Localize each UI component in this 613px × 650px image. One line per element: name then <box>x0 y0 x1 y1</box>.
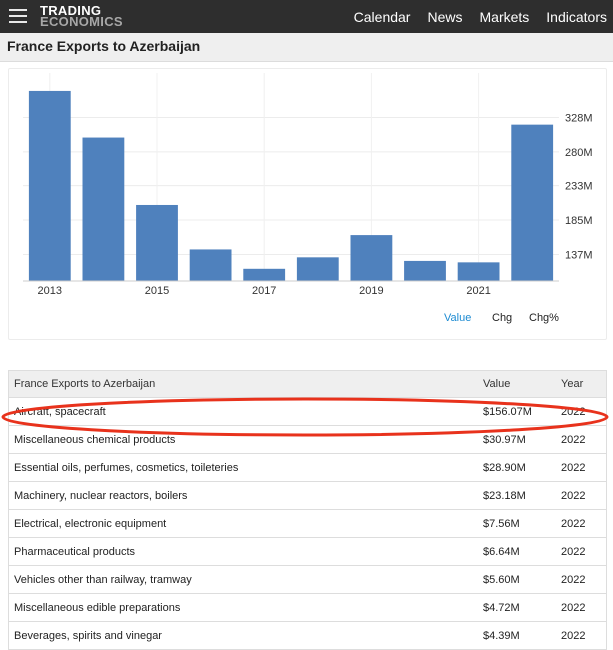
bar-2016 <box>189 249 232 281</box>
x-tick-label: 2013 <box>38 285 62 297</box>
y-tick-label: 137M <box>565 249 593 261</box>
x-tick-label: 2019 <box>359 285 383 297</box>
column-header-value[interactable]: Value <box>483 371 561 398</box>
table-row[interactable]: Pharmaceutical products $6.64M 2022 <box>9 537 606 566</box>
x-tick-label: 2021 <box>466 285 490 297</box>
table-row[interactable]: Vehicles other than railway, tramway $5.… <box>9 565 606 594</box>
bar-2017 <box>243 268 286 281</box>
column-header-category[interactable]: France Exports to Azerbaijan <box>9 371 483 398</box>
row-year: 2022 <box>561 565 606 594</box>
site-logo[interactable]: TRADING ECONOMICS <box>40 3 123 29</box>
table-row[interactable]: Beverages, spirits and vinegar $4.39M 20… <box>9 621 606 650</box>
table-row[interactable]: Miscellaneous edible preparations $4.72M… <box>9 593 606 622</box>
row-year: 2022 <box>561 397 606 426</box>
row-year: 2022 <box>561 593 606 622</box>
row-category[interactable]: Miscellaneous chemical products <box>9 425 483 454</box>
tab-chg-percent[interactable]: Chg% <box>529 312 559 324</box>
table-row[interactable]: Miscellaneous chemical products $30.97M … <box>9 425 606 454</box>
y-tick-label: 280M <box>565 147 593 159</box>
row-value: $23.18M <box>483 481 561 510</box>
exports-table: France Exports to Azerbaijan Value Year … <box>9 371 606 650</box>
row-category[interactable]: Pharmaceutical products <box>9 537 483 566</box>
row-value: $7.56M <box>483 509 561 538</box>
row-category[interactable]: Electrical, electronic equipment <box>9 509 483 538</box>
chart-view-tabs: Value Chg Chg% <box>9 312 606 330</box>
main-nav: Calendar News Markets Indicators <box>337 0 613 33</box>
row-value: $30.97M <box>483 425 561 454</box>
row-category[interactable]: Vehicles other than railway, tramway <box>9 565 483 594</box>
exports-table-container: France Exports to Azerbaijan Value Year … <box>8 370 607 650</box>
row-category[interactable]: Miscellaneous edible preparations <box>9 593 483 622</box>
bar-2019 <box>350 235 393 281</box>
bar-2014 <box>82 137 125 281</box>
x-tick-label: 2017 <box>252 285 276 297</box>
x-tick-label: 2015 <box>145 285 169 297</box>
row-category[interactable]: Machinery, nuclear reactors, boilers <box>9 481 483 510</box>
row-year: 2022 <box>561 481 606 510</box>
page-title: France Exports to Azerbaijan <box>7 38 201 54</box>
row-category[interactable]: Essential oils, perfumes, cosmetics, toi… <box>9 453 483 482</box>
nav-news-link[interactable]: News <box>427 8 463 25</box>
tab-chg[interactable]: Chg <box>492 312 513 324</box>
hamburger-menu-icon[interactable] <box>9 9 27 23</box>
row-value: $4.72M <box>483 593 561 622</box>
row-year: 2022 <box>561 425 606 454</box>
row-value: $28.90M <box>483 453 561 482</box>
row-category[interactable]: Aircraft, spacecraft <box>9 397 483 426</box>
row-year: 2022 <box>561 621 606 650</box>
bar-2015 <box>136 204 178 281</box>
row-value: $4.39M <box>483 621 561 650</box>
bar-2021 <box>457 262 500 281</box>
row-year: 2022 <box>561 509 606 538</box>
row-category[interactable]: Beverages, spirits and vinegar <box>9 621 483 650</box>
page-title-bar: France Exports to Azerbaijan <box>0 33 613 62</box>
chart-container: 137M 185M 233M 280M 328M 2013 2015 2017 2019 2021… <box>8 68 607 340</box>
table-row[interactable]: Essential oils, perfumes, cosmetics, toi… <box>9 453 606 482</box>
logo-line-2: ECONOMICS <box>40 14 123 29</box>
y-tick-label: 185M <box>565 215 593 227</box>
column-header-year[interactable]: Year <box>561 371 606 398</box>
bar-2020 <box>404 260 446 281</box>
nav-calendar-link[interactable]: Calendar <box>353 8 411 25</box>
row-year: 2022 <box>561 453 606 482</box>
table-row[interactable]: Machinery, nuclear reactors, boilers $23… <box>9 481 606 510</box>
nav-indicators-link[interactable]: Indicators <box>546 8 607 25</box>
table-row[interactable]: Electrical, electronic equipment $7.56M … <box>9 509 606 538</box>
bar-chart: 137M 185M 233M 280M 328M 2013 2015 2017 2019 2021 <box>23 73 593 297</box>
table-header-row: France Exports to Azerbaijan Value Year <box>9 371 606 398</box>
y-tick-label: 233M <box>565 181 593 193</box>
bar-2018 <box>296 257 339 281</box>
tab-value[interactable]: Value <box>444 312 472 324</box>
bar-2013 <box>28 90 71 281</box>
logo-line-1: TRADING <box>40 3 102 18</box>
row-year: 2022 <box>561 537 606 566</box>
nav-markets-link[interactable]: Markets <box>479 8 530 25</box>
row-value: $6.64M <box>483 537 561 566</box>
row-value: $156.07M <box>483 397 561 426</box>
table-row[interactable]: Aircraft, spacecraft $156.07M 2022 <box>9 397 606 426</box>
bar-2022 <box>511 124 554 281</box>
y-tick-label: 328M <box>565 112 593 124</box>
row-value: $5.60M <box>483 565 561 594</box>
top-navigation-bar: TRADING ECONOMICS Calendar News Markets … <box>0 0 613 33</box>
